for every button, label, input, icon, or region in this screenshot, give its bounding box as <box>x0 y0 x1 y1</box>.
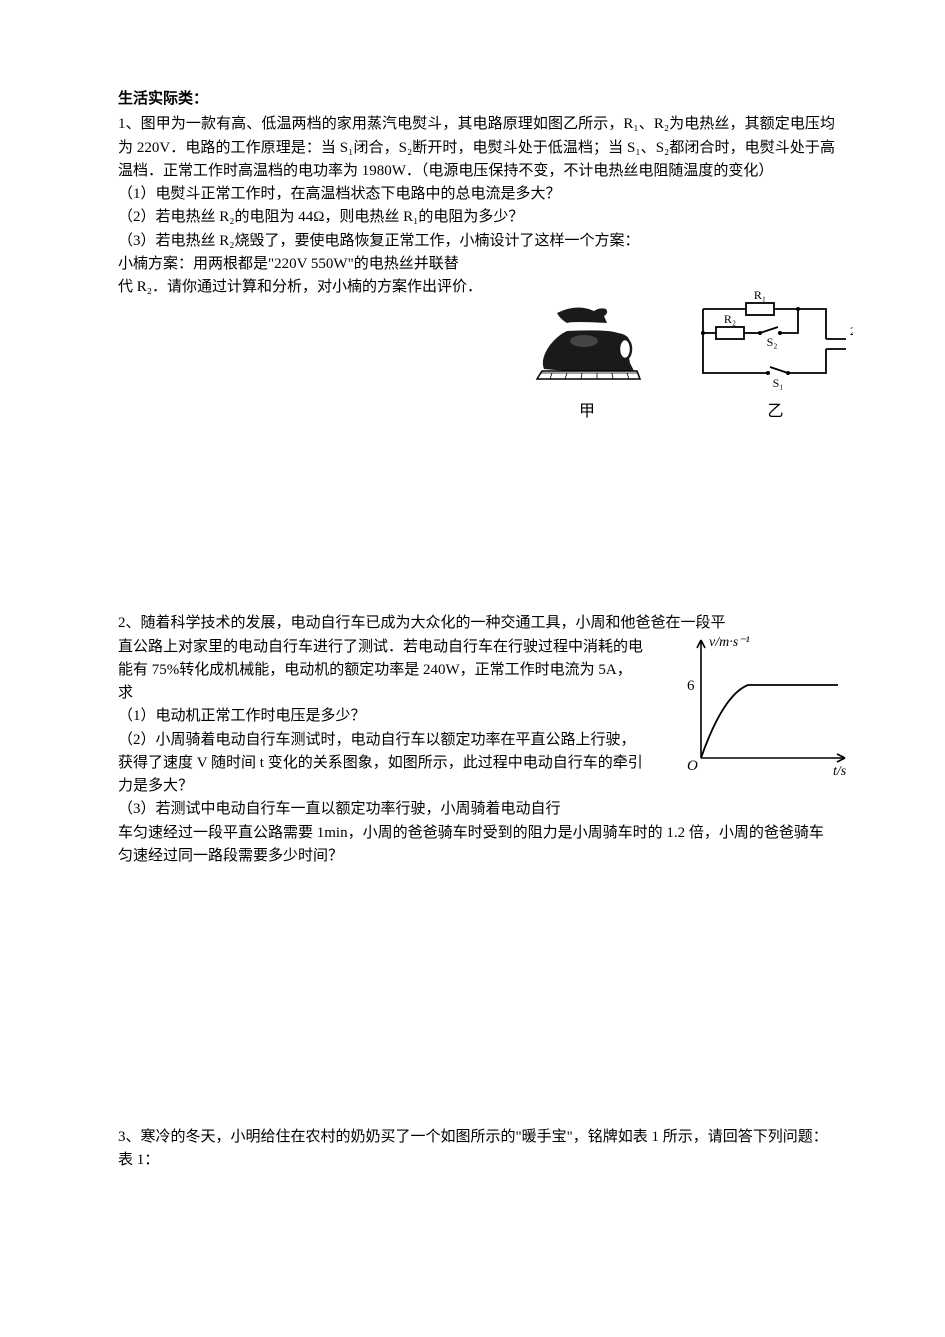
ytick-6: 6 <box>687 678 695 694</box>
xlabel: t/s <box>833 764 847 779</box>
section-title: 生活实际类： <box>118 88 835 111</box>
p3-table-label: 表 1： <box>118 1149 835 1172</box>
fig-label-b: 乙 <box>698 400 853 425</box>
iron-icon <box>512 301 662 396</box>
p1-q1: （1）电熨斗正常工作时，在高温档状态下电路中的总电流是多大？ <box>118 183 835 206</box>
problem-2: 2、随着科学技术的发展，电动自行车已成为大众化的一种交通工具，小周和他爸爸在一段… <box>118 612 835 868</box>
r2-label: R₂ <box>724 312 736 326</box>
s2-label: S₂ <box>767 335 778 349</box>
s1-label: S₁ <box>773 376 784 390</box>
p3-intro: 3、寒冷的冬天，小明给住在农村的奶奶买了一个如图所示的"暖手宝"，铭牌如表 1 … <box>118 1126 835 1149</box>
p2-q3-1: （3）若测试中电动自行车一直以额定功率行驶，小周骑着电动自行 <box>118 798 835 821</box>
p1-q2: （2）若电热丝 R₂的电阻为 44Ω，则电热丝 R₁的电阻为多少？ <box>118 206 835 229</box>
p1-intro: 1、图甲为一款有高、低温两档的家用蒸汽电熨斗，其电路原理如图乙所示，R₁、R₂为… <box>118 113 835 183</box>
circuit-icon: R₁ R₂ S₂ 220V <box>698 291 853 396</box>
problem-1: 1、图甲为一款有高、低温两档的家用蒸汽电熨斗，其电路原理如图乙所示，R₁、R₂为… <box>118 113 835 299</box>
voltage-label: 220V <box>850 324 853 338</box>
spacer-2 <box>118 876 835 1126</box>
p1-q3-2: 小楠方案：用两根都是"220V 550W"的电热丝并联替 <box>118 253 835 276</box>
vt-graph-icon: v/m·s⁻¹ 6 O t/s <box>673 630 853 780</box>
p2-q3-2: 车匀速经过一段平直公路需要 1min，小周的爸爸骑车时受到的阻力是小周骑车时的 … <box>118 822 835 869</box>
r1-label: R₁ <box>754 291 766 302</box>
figure-row-1: 甲 R₁ R₂ S₂ <box>512 291 853 425</box>
iron-figure: 甲 <box>512 301 662 425</box>
problem-3: 3、寒冷的冬天，小明给住在农村的奶奶买了一个如图所示的"暖手宝"，铭牌如表 1 … <box>118 1126 835 1173</box>
origin-label: O <box>687 758 698 774</box>
circuit-figure: R₁ R₂ S₂ 220V <box>698 291 853 425</box>
fig-label-a: 甲 <box>512 400 662 425</box>
p1-q3-1: （3）若电热丝 R₂烧毁了，要使电路恢复正常工作，小楠设计了这样一个方案： <box>118 230 835 253</box>
ylabel: v/m·s⁻¹ <box>709 635 750 650</box>
